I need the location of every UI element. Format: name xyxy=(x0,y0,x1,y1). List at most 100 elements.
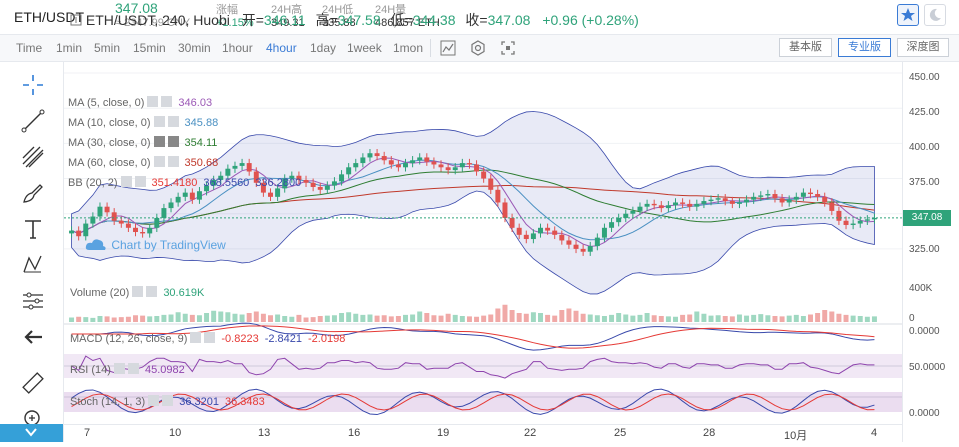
candle-body xyxy=(161,208,167,218)
volume-bar xyxy=(864,316,870,322)
close-value: 347.08 xyxy=(487,12,531,28)
settings-icon[interactable] xyxy=(120,176,132,187)
pro-version-button[interactable]: 专业版 xyxy=(838,38,891,57)
stoch-d-line xyxy=(71,393,875,411)
candle-body xyxy=(410,160,416,164)
indicator-icon[interactable] xyxy=(440,40,456,56)
candle-body xyxy=(616,217,622,223)
tf-1mon[interactable]: 1mon xyxy=(393,41,424,55)
settings-icon[interactable] xyxy=(470,40,486,56)
volume-bar xyxy=(822,310,828,322)
price-axis[interactable]: 450.00 425.00 400.00 375.00 325.00 347.0… xyxy=(902,62,959,442)
ruler-tool[interactable] xyxy=(20,370,46,396)
close-icon[interactable] xyxy=(167,136,179,147)
close-icon[interactable] xyxy=(204,332,216,343)
time-axis[interactable]: 7 10 13 16 19 22 25 28 10月 4 xyxy=(64,424,902,443)
candle-body xyxy=(97,206,103,217)
candle-body xyxy=(673,202,678,206)
candle-body xyxy=(367,153,373,158)
volume-bar xyxy=(367,314,373,322)
tf-30min[interactable]: 30min xyxy=(178,41,211,55)
collapse-toolbar-button[interactable] xyxy=(0,424,63,442)
close-icon[interactable] xyxy=(127,363,139,374)
fib-tool[interactable] xyxy=(20,144,46,170)
candle-body xyxy=(552,230,558,235)
tf-1day[interactable]: 1day xyxy=(310,41,337,55)
volume-bar xyxy=(275,314,281,322)
time-tick: 13 xyxy=(258,427,271,439)
volume-bar xyxy=(282,316,288,322)
volume-bar xyxy=(268,315,273,322)
volume-bar xyxy=(722,316,728,322)
volume-bar xyxy=(246,313,252,322)
candle-body xyxy=(374,153,380,157)
settings-icon[interactable] xyxy=(132,286,144,297)
close-icon[interactable] xyxy=(167,116,179,127)
brush-tool[interactable] xyxy=(20,180,46,206)
candle-body xyxy=(339,174,345,182)
fullscreen-icon[interactable] xyxy=(500,40,516,56)
settings-icon[interactable] xyxy=(147,96,159,107)
close-icon[interactable] xyxy=(162,395,174,406)
settings-icon[interactable] xyxy=(153,136,165,147)
text-tool[interactable] xyxy=(20,216,46,242)
candle-body xyxy=(530,233,536,240)
ma5-legend: MA (5, close, 0) 346.03 xyxy=(68,96,212,109)
macd-name: MACD (12, 26, close, 9) xyxy=(70,333,188,345)
tf-4hour[interactable]: 4hour xyxy=(266,41,297,55)
trend-line-tool[interactable] xyxy=(20,108,46,134)
candle-body xyxy=(637,206,643,211)
measure-tool[interactable] xyxy=(20,288,46,314)
settings-icon[interactable] xyxy=(153,116,165,127)
settings-icon[interactable] xyxy=(190,332,202,343)
back-tool[interactable] xyxy=(20,324,46,350)
settings-icon[interactable] xyxy=(113,363,125,374)
candle-body xyxy=(140,232,146,234)
trend-line-icon xyxy=(21,109,45,133)
candle-body xyxy=(225,168,231,176)
pattern-tool[interactable] xyxy=(20,252,46,278)
candle-body xyxy=(751,196,757,200)
candle-body xyxy=(466,163,472,165)
tf-1min[interactable]: 1min xyxy=(56,41,83,55)
candle-body xyxy=(609,222,615,228)
close-icon[interactable] xyxy=(161,96,173,107)
low-value: 335.88 xyxy=(322,17,356,29)
candle-body xyxy=(324,185,330,190)
candle-body xyxy=(786,199,792,203)
depth-chart-button[interactable]: 深度图 xyxy=(897,38,949,57)
volume-bar xyxy=(76,316,82,322)
tf-15min[interactable]: 15min xyxy=(133,41,166,55)
volume-bar xyxy=(779,316,785,322)
basic-version-button[interactable]: 基本版 xyxy=(779,38,832,57)
volume-bar xyxy=(140,315,146,322)
ma30-value: 354.11 xyxy=(184,137,218,149)
volume-bar xyxy=(239,314,245,322)
volume-bar xyxy=(118,317,124,322)
favorite-button[interactable] xyxy=(897,4,919,26)
close-icon[interactable] xyxy=(134,176,146,187)
volume-bar xyxy=(296,314,302,322)
volume-bar xyxy=(488,314,494,322)
collapse-legend-icon[interactable] xyxy=(70,14,82,26)
close-icon[interactable] xyxy=(146,286,158,297)
low-label: 24H低 xyxy=(322,4,354,16)
settings-icon[interactable] xyxy=(153,156,165,167)
candle-body xyxy=(509,217,515,228)
candle-body xyxy=(296,175,302,180)
candle-body xyxy=(303,179,309,183)
candle-body xyxy=(310,182,316,187)
theme-toggle-button[interactable] xyxy=(924,4,946,26)
settings-icon[interactable] xyxy=(148,395,160,406)
tf-1hour[interactable]: 1hour xyxy=(222,41,253,55)
tf-5min[interactable]: 5min xyxy=(94,41,121,55)
crosshair-tool[interactable] xyxy=(20,72,46,98)
volume-bar xyxy=(516,313,522,322)
price-chart[interactable] xyxy=(64,62,902,424)
candle-body xyxy=(69,230,75,234)
tf-1week[interactable]: 1week xyxy=(347,41,382,55)
close-icon[interactable] xyxy=(167,156,179,167)
volume-bar xyxy=(175,312,181,322)
tf-time[interactable]: Time xyxy=(16,41,43,55)
volume-bar xyxy=(694,311,700,322)
